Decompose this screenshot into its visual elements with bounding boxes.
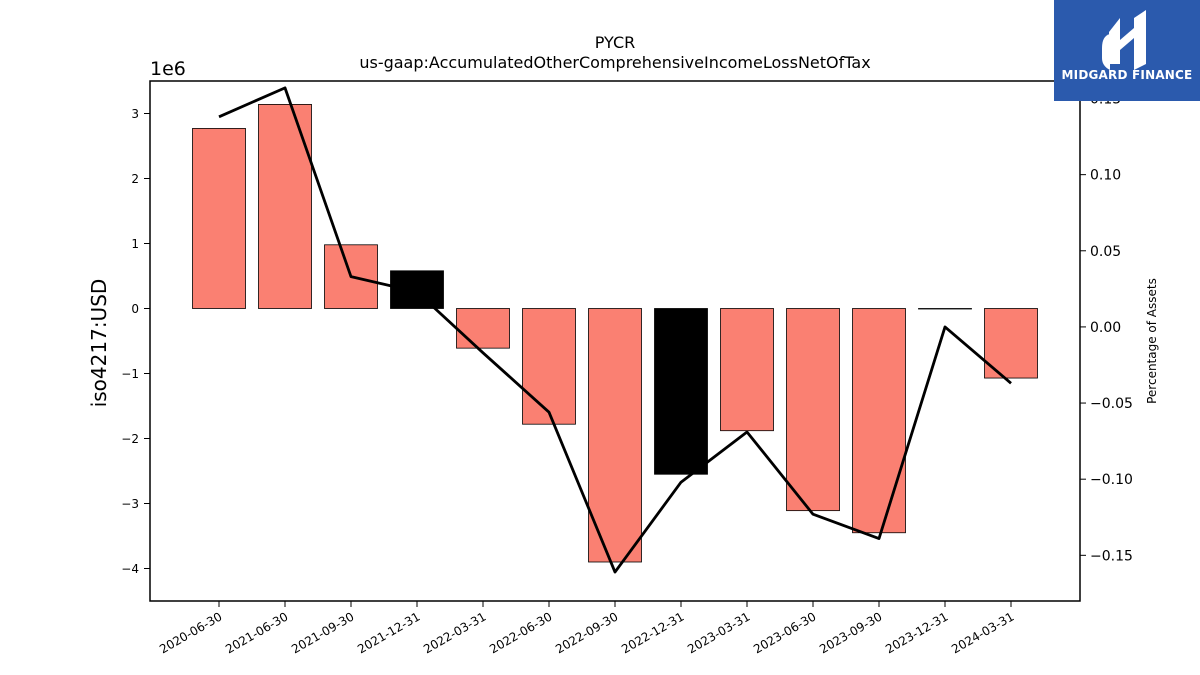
bar-2022-06-30 <box>522 308 576 425</box>
chart-title: PYCR <box>595 33 635 52</box>
x-tick-label: 2023-09-30 <box>817 609 884 656</box>
logo-mark-icon <box>1102 10 1146 70</box>
logo-text: MIDGARD FINANCE <box>1061 68 1193 82</box>
y-tick-label: 3 <box>131 107 139 121</box>
y-axis-offset-label: 1e6 <box>150 58 186 80</box>
x-tick-label: 2022-06-30 <box>487 609 554 656</box>
y2-axis-label: Percentage of Assets <box>1145 278 1159 404</box>
y-tick-label: −4 <box>121 562 139 576</box>
bar-2023-06-30 <box>786 308 840 512</box>
y2-tick-label: 0.05 <box>1090 244 1121 260</box>
bar-2022-09-30 <box>588 308 642 563</box>
x-tick-label: 2021-06-30 <box>223 609 290 656</box>
bar-2021-12-31 <box>390 270 444 309</box>
logo-background <box>1054 0 1200 101</box>
bar-2023-03-31 <box>720 308 774 432</box>
midgard-finance-logo: MIDGARD FINANCE <box>1054 0 1200 101</box>
x-tick-label: 2023-12-31 <box>883 609 950 656</box>
y-tick-label: 0 <box>131 302 139 316</box>
x-tick-label: 2020-06-30 <box>157 609 224 656</box>
y2-tick-label: −0.05 <box>1090 396 1133 412</box>
bar-2023-12-31 <box>918 308 972 310</box>
y-tick-label: −3 <box>121 497 139 511</box>
chart-subtitle: us-gaap:AccumulatedOtherComprehensiveInc… <box>359 53 870 72</box>
y2-tick-label: 0.10 <box>1090 168 1121 184</box>
y-axis-label: iso4217:USD <box>87 279 111 408</box>
bar-2021-06-30 <box>258 104 312 309</box>
y2-tick-label: −0.15 <box>1090 548 1133 564</box>
x-tick-label: 2023-03-31 <box>685 609 752 656</box>
x-tick-label: 2021-12-31 <box>355 609 422 656</box>
bar-2022-03-31 <box>456 308 510 349</box>
percentage-of-assets-line <box>218 86 1012 574</box>
y2-tick-label: −0.10 <box>1090 472 1133 488</box>
bar-2022-12-31 <box>654 308 708 475</box>
x-tick-label: 2022-09-30 <box>553 609 620 656</box>
x-tick-label: 2023-06-30 <box>751 609 818 656</box>
bar-2020-06-30 <box>192 128 246 309</box>
bar-2023-09-30 <box>852 308 906 534</box>
y-tick-label: 1 <box>131 237 139 251</box>
x-tick-label: 2022-12-31 <box>619 609 686 656</box>
y-tick-label: 2 <box>131 172 139 186</box>
x-tick-label: 2024-03-31 <box>949 609 1016 656</box>
x-tick-label: 2022-03-31 <box>421 609 488 656</box>
x-tick-label: 2021-09-30 <box>289 609 356 656</box>
y2-tick-label: 0.00 <box>1090 320 1121 336</box>
y-tick-label: −2 <box>121 432 139 446</box>
y-tick-label: −1 <box>121 367 139 381</box>
